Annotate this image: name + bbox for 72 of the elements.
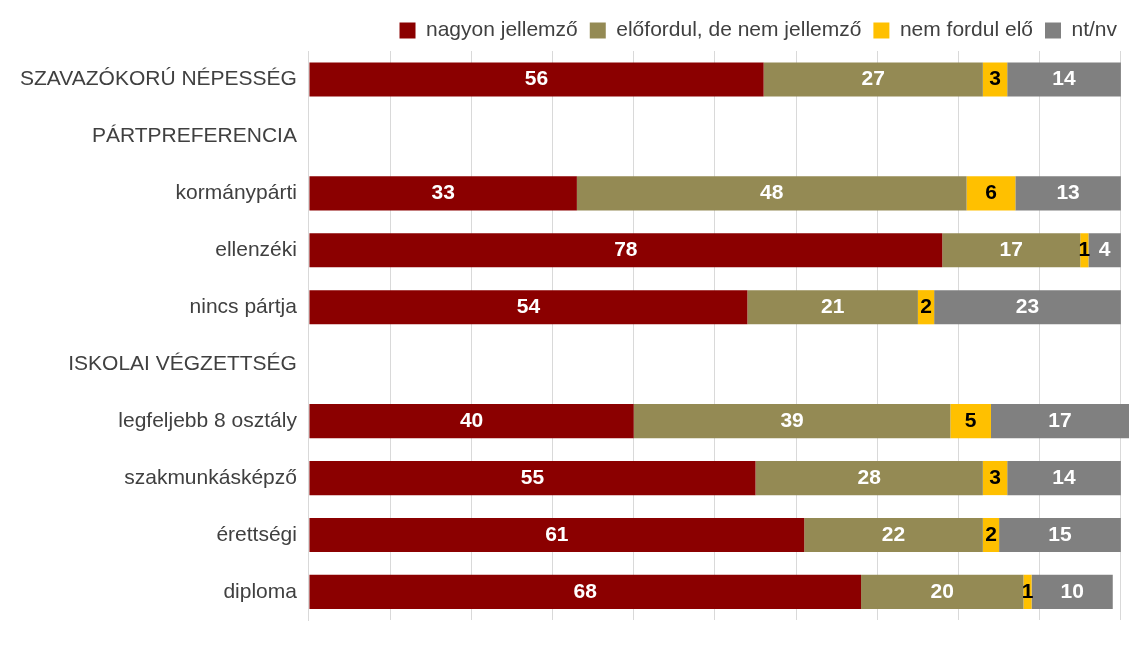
legend-label: nem fordul elő — [899, 17, 1033, 41]
data-label: 13 — [1056, 180, 1080, 204]
data-label: 3 — [989, 464, 1001, 488]
bar — [942, 233, 1081, 268]
bar — [309, 176, 577, 211]
data-label: 28 — [857, 464, 882, 488]
y-tick-label: diploma — [223, 578, 298, 602]
data-label: 5 — [964, 407, 977, 431]
data-label: 55 — [520, 464, 545, 488]
bar — [1007, 460, 1121, 496]
data-label: 22 — [881, 521, 906, 545]
data-label: 61 — [545, 521, 569, 545]
y-tick-label: kormánypárti — [175, 180, 297, 204]
data-label: 17 — [1048, 407, 1072, 431]
data-label: 56 — [524, 66, 549, 90]
data-label: 4 — [1098, 237, 1111, 261]
bar — [1007, 62, 1121, 97]
data-label: 17 — [999, 237, 1023, 261]
data-label: 78 — [614, 237, 638, 261]
y-tick-label: érettségi — [216, 521, 297, 545]
data-label: 1 — [1078, 237, 1091, 261]
bar — [950, 404, 991, 439]
bar — [804, 517, 983, 553]
data-label: 14 — [1052, 66, 1077, 90]
data-label: 54 — [516, 294, 541, 318]
y-tick-label: ellenzéki — [215, 237, 297, 261]
data-label: 6 — [985, 180, 997, 204]
data-label: 48 — [760, 180, 784, 204]
data-label: 2 — [985, 521, 997, 545]
bar — [309, 517, 805, 553]
bar — [1088, 233, 1121, 268]
bar — [633, 404, 951, 439]
data-label: 10 — [1060, 578, 1084, 602]
bar — [755, 460, 983, 496]
bar — [1015, 176, 1121, 211]
bar — [309, 62, 764, 97]
data-label: 2 — [920, 294, 932, 318]
data-label: 68 — [573, 578, 598, 602]
data-label: 20 — [930, 578, 954, 602]
bar — [309, 290, 748, 325]
legend-label: nt/nv — [1071, 17, 1118, 41]
bar — [309, 233, 943, 268]
bar — [309, 404, 634, 439]
y-tick-label: PÁRTPREFERENCIA — [91, 123, 297, 147]
data-label: 33 — [431, 180, 455, 204]
bar — [576, 176, 967, 211]
bar — [1031, 574, 1113, 610]
data-label: 3 — [989, 66, 1001, 90]
y-tick-label: szakmunkásképző — [124, 464, 297, 488]
bar — [999, 517, 1121, 553]
y-tick-label: nincs pártja — [189, 294, 298, 318]
bar — [763, 62, 983, 97]
data-label: 21 — [820, 294, 845, 318]
legend-label: nagyon jellemző — [426, 17, 578, 41]
bar — [966, 176, 1016, 211]
data-label: 1 — [1021, 578, 1034, 602]
data-label: 14 — [1052, 464, 1077, 488]
data-label: 15 — [1048, 521, 1072, 545]
y-tick-label: legfeljebb 8 osztály — [118, 407, 298, 431]
data-label: 40 — [459, 407, 484, 431]
bar — [309, 460, 756, 496]
legend-label: előfordul, de nem jellemző — [616, 17, 862, 41]
bar — [990, 404, 1129, 439]
bar — [309, 574, 862, 610]
y-tick-label: SZAVAZÓKORÚ NÉPESSÉG — [19, 66, 297, 90]
bar — [747, 290, 918, 325]
data-label: 27 — [861, 66, 885, 90]
data-label: 23 — [1015, 294, 1040, 318]
y-tick-label: ISKOLAI VÉGZETTSÉG — [68, 350, 297, 374]
bar — [934, 290, 1121, 325]
bar — [861, 574, 1024, 610]
data-label: 39 — [780, 407, 804, 431]
